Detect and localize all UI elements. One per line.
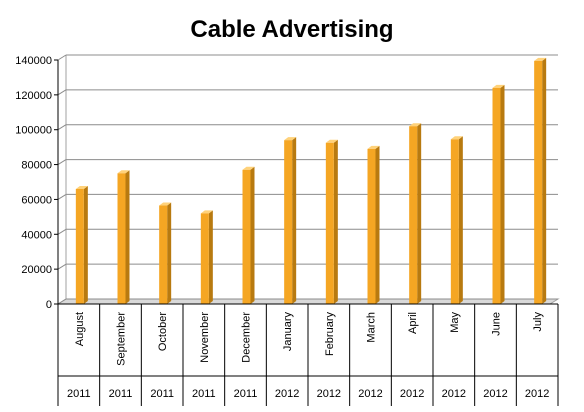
y-tick-label: 100000 — [15, 125, 52, 137]
gridline-depth — [57, 89, 67, 96]
bar-top — [409, 123, 422, 127]
year-label: 2011 — [67, 388, 91, 400]
category-label: November — [199, 312, 211, 363]
year-label: 2011 — [192, 388, 216, 400]
y-tick-label: 40000 — [21, 229, 52, 241]
bar-side — [208, 210, 213, 304]
gridline-depth — [57, 263, 67, 270]
bar-side — [417, 123, 422, 304]
bar — [284, 140, 293, 304]
y-tick-label: 80000 — [21, 160, 52, 172]
bar — [492, 87, 501, 304]
category-label: October — [157, 312, 169, 351]
bar-side — [83, 185, 88, 304]
y-tick-label: 0 — [46, 299, 52, 311]
bar-top — [534, 57, 547, 61]
bar-side — [458, 136, 463, 304]
year-label: 2011 — [234, 388, 258, 400]
bar-side — [500, 84, 505, 304]
category-label: April — [407, 312, 419, 334]
y-tick-label: 120000 — [15, 90, 52, 102]
gridline-depth — [57, 124, 67, 131]
bar — [325, 142, 334, 304]
category-label: June — [491, 312, 503, 336]
y-tick-label: 20000 — [21, 264, 52, 276]
year-label: 2011 — [109, 388, 133, 400]
category-label: March — [366, 312, 378, 343]
bar-side — [375, 145, 380, 304]
year-label: 2012 — [442, 388, 466, 400]
year-label: 2012 — [275, 388, 299, 400]
category-label: February — [324, 312, 336, 357]
bar — [159, 205, 168, 304]
gridline-depth — [57, 159, 67, 165]
year-label: 2012 — [317, 388, 341, 400]
bar-side — [250, 166, 255, 304]
y-tick-label: 140000 — [15, 55, 52, 67]
bar-side — [167, 202, 172, 304]
y-tick-label: 60000 — [21, 194, 52, 206]
bar-side — [125, 170, 130, 304]
bar-top — [159, 202, 172, 206]
chart-floor — [56, 298, 560, 305]
year-label: 2012 — [525, 388, 549, 400]
bar-side — [292, 137, 297, 304]
category-label: August — [74, 312, 86, 346]
bar — [200, 213, 209, 304]
gridline-depth — [57, 228, 67, 235]
gridline-depth — [57, 54, 67, 61]
chart-title: Cable Advertising — [190, 16, 394, 43]
bar — [75, 188, 84, 304]
year-label: 2012 — [400, 388, 424, 400]
bar — [242, 169, 251, 304]
bar — [367, 148, 376, 304]
category-label: January — [282, 312, 294, 352]
year-label: 2012 — [483, 388, 507, 400]
category-label: May — [449, 312, 461, 333]
bar-top — [117, 170, 130, 174]
category-label: December — [241, 312, 253, 363]
gridline-depth — [57, 194, 67, 200]
bar-top — [367, 145, 380, 149]
bar-top — [242, 166, 255, 170]
bar — [409, 126, 418, 304]
gridline-depth — [57, 298, 67, 305]
year-label: 2012 — [358, 388, 382, 400]
bar-top — [75, 185, 88, 189]
bar-top — [200, 210, 213, 214]
bar — [117, 173, 126, 304]
category-label: September — [116, 312, 128, 366]
bar-top — [284, 137, 297, 141]
bar-top — [492, 84, 505, 88]
bar-top — [450, 136, 463, 140]
bar — [534, 60, 543, 304]
bar — [450, 139, 459, 304]
category-label: July — [532, 312, 544, 332]
bar-side — [333, 139, 338, 304]
bar-side — [542, 57, 547, 304]
year-label: 2011 — [150, 388, 174, 400]
bar-top — [325, 139, 338, 143]
